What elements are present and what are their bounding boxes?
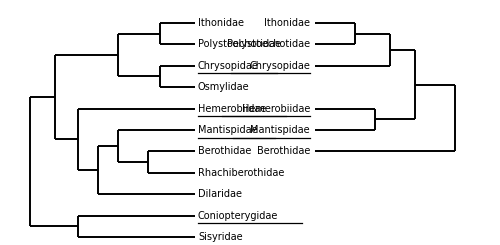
- Text: Polystoechotidae: Polystoechotidae: [198, 39, 281, 49]
- Text: Dilaridae: Dilaridae: [198, 189, 242, 199]
- Text: Coniopterygidae: Coniopterygidae: [198, 211, 278, 220]
- Text: Mantispidae: Mantispidae: [250, 125, 310, 135]
- Text: Hemerobiidae: Hemerobiidae: [198, 104, 266, 114]
- Text: Sisyridae: Sisyridae: [198, 232, 242, 242]
- Text: Chrysopidae: Chrysopidae: [198, 61, 259, 71]
- Text: Berothidae: Berothidae: [256, 147, 310, 156]
- Text: Polystoechotidae: Polystoechotidae: [227, 39, 310, 49]
- Text: Chrysopidae: Chrysopidae: [249, 61, 310, 71]
- Text: Berothidae: Berothidae: [198, 147, 252, 156]
- Text: Ithonidae: Ithonidae: [264, 18, 310, 28]
- Text: Rhachiberothidae: Rhachiberothidae: [198, 168, 284, 178]
- Text: Osmylidae: Osmylidae: [198, 82, 250, 92]
- Text: Hemerobiidae: Hemerobiidae: [242, 104, 310, 114]
- Text: Ithonidae: Ithonidae: [198, 18, 244, 28]
- Text: Mantispidae: Mantispidae: [198, 125, 258, 135]
